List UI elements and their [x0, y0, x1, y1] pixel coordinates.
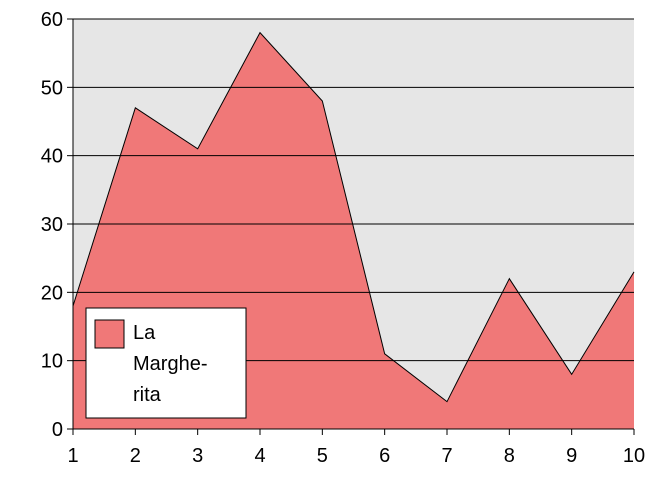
- y-tick-label: 20: [41, 282, 63, 304]
- y-tick-label: 60: [41, 9, 63, 31]
- x-tick-label: 4: [254, 445, 265, 467]
- y-tick-label: 0: [52, 419, 63, 441]
- x-tick-label: 2: [130, 445, 141, 467]
- legend-label: La Marghe-rita: [133, 322, 207, 406]
- y-tick-label: 50: [41, 77, 63, 99]
- x-tick-label: 1: [67, 445, 78, 467]
- y-tick-label: 30: [41, 214, 63, 236]
- x-tick-label: 9: [566, 445, 577, 467]
- x-tick-label: 6: [379, 445, 390, 467]
- legend: La Marghe-rita: [85, 307, 247, 419]
- y-tick-label: 10: [41, 351, 63, 373]
- x-tick-label: 7: [441, 445, 452, 467]
- x-tick-label: 10: [623, 445, 645, 467]
- legend-swatch: [94, 319, 125, 349]
- x-tick-label: 3: [192, 445, 203, 467]
- x-tick-label: 5: [317, 445, 328, 467]
- line: [72, 31, 635, 403]
- x-tick-label: 8: [504, 445, 515, 467]
- y-tick-label: 40: [41, 146, 63, 168]
